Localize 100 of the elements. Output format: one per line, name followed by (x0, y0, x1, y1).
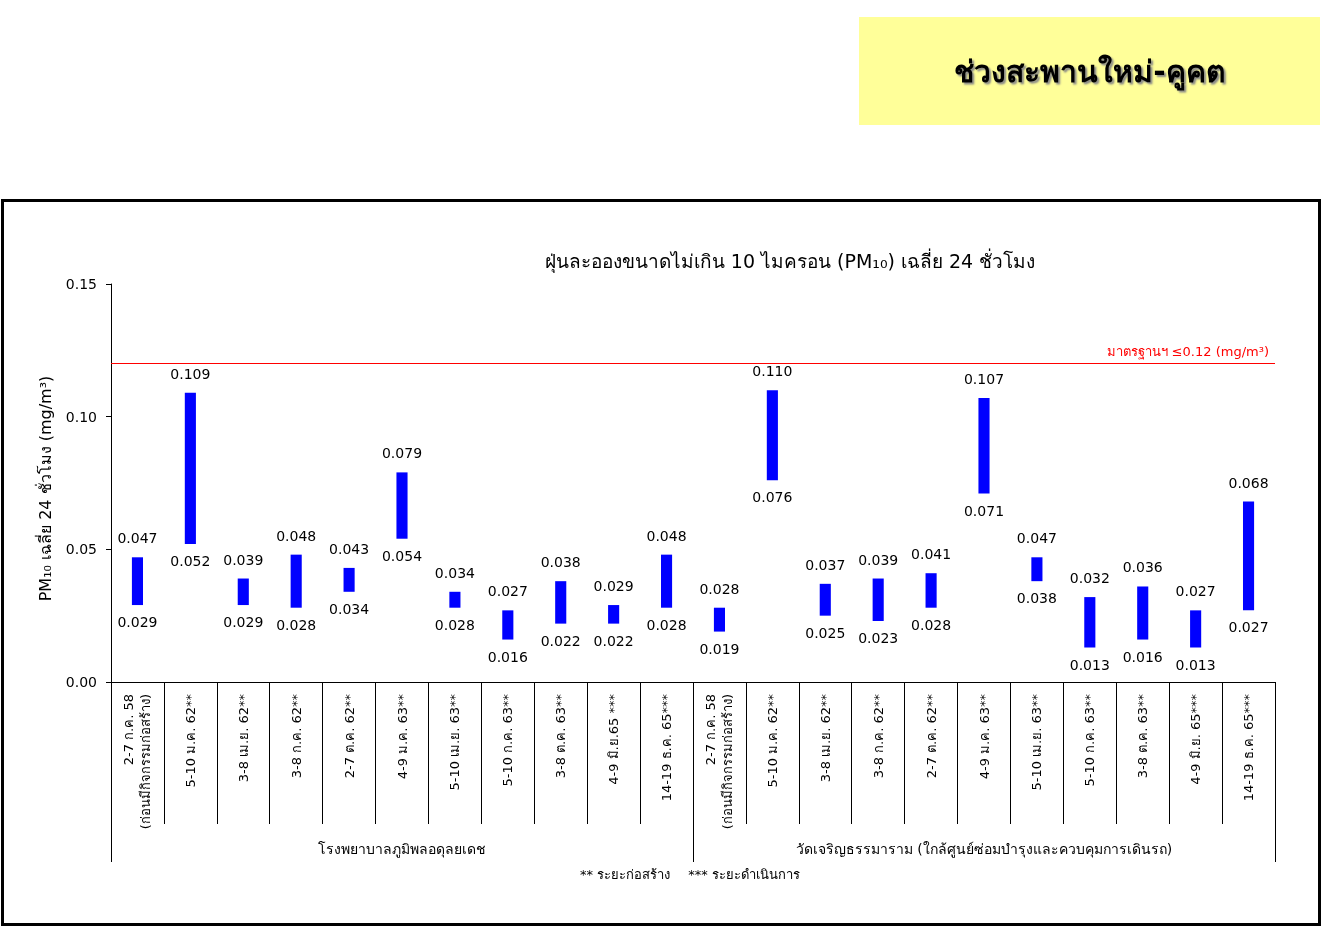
x-tick-label: 14-19 ธ.ค. 65*** (1241, 693, 1257, 802)
annotation: 0.028 (276, 616, 317, 633)
annotation: 0.016 (487, 648, 528, 665)
annotation: 0.013 (1175, 656, 1216, 673)
bar (502, 610, 514, 640)
text: วัดเจริญธรรมาราม (ใกล้ศูนย์ซ่อมบำรุงและควบคุมการเดินรถ) (795, 841, 1173, 858)
annotation: 0.038 (1016, 590, 1057, 607)
bar (660, 554, 673, 608)
data-label: 0.034 (434, 564, 476, 581)
annotation: 0.022 (540, 632, 581, 649)
annotation: 0.034 (329, 600, 370, 617)
data-label: 0.109 (170, 365, 211, 382)
x-tick-label: 5-10 เม.ย. 63** (1029, 693, 1045, 791)
data-label: 0.068 (1228, 474, 1269, 491)
x-tick-label: 5-10 ม.ค. 62** (182, 693, 198, 788)
annotation: 0.025 (805, 624, 846, 641)
bar (1084, 597, 1096, 648)
bar (713, 607, 726, 632)
data-label: 0.039 (223, 551, 264, 568)
ref-line-label: มาตรฐานฯ ≤0.12 (mg/m³) (1106, 343, 1269, 360)
x-tick-label: 3-8 ก.ค. 62** (870, 693, 886, 779)
bar (555, 581, 567, 624)
x-tick-label: 3-8 เม.ย. 62** (235, 693, 251, 783)
data-label: 0.032 (1069, 570, 1110, 587)
bar (1031, 557, 1043, 582)
annotation: 0.027 (1228, 619, 1269, 636)
x-tick-label: 3-8 ก.ค. 62** (288, 693, 304, 779)
annotation: 0.022 (593, 632, 634, 649)
text: โรงพยาบาลภูมิพลอดุลยเดช (318, 841, 486, 858)
annotation: 0.028 (434, 616, 475, 633)
annotation: 0.029 (117, 614, 158, 631)
x-tick-label: 2-7 ต.ค. 62** (341, 693, 357, 779)
data-label: 0.110 (752, 363, 793, 380)
x-tick-label: 5-10 เม.ย. 63** (447, 693, 463, 791)
data-label: 0.047 (117, 530, 158, 547)
chart-subtitle: ฝุ่นละอองขนาดไม่เกิน 10 ไมครอน (PM₁₀) เฉลี่ย 24 ชั่วโมง (544, 247, 1036, 275)
data-label: 0.037 (805, 556, 846, 573)
data-label: 0.048 (646, 527, 687, 544)
y-tick-label: 0.05 (65, 541, 97, 558)
x-tick-label: 14-19 ธ.ค. 65*** (659, 693, 675, 802)
annotation: 0.071 (963, 502, 1005, 519)
data-label: 0.043 (329, 540, 370, 557)
bar (237, 578, 249, 606)
x-tick-label: 4-9 มิ.ย.65 *** (606, 693, 622, 785)
data-label: 0.029 (593, 578, 634, 595)
bar (978, 398, 990, 494)
bar (184, 392, 196, 545)
annotation: 0.029 (223, 614, 264, 631)
bar (1137, 586, 1149, 640)
annotation: 0.023 (858, 629, 899, 646)
data-label: 0.036 (1122, 559, 1163, 576)
data-label: 0.027 (487, 583, 528, 600)
data-label: 0.027 (1175, 583, 1216, 600)
text: *** ระยะดำเนินการ (688, 866, 800, 884)
x-tick-label: 5-10 ม.ค. 62** (764, 693, 780, 788)
x-tick-label: 3-8 เม.ย. 62** (817, 693, 833, 783)
annotation: 0.028 (646, 616, 687, 633)
bar (449, 591, 461, 608)
data-label: 0.039 (858, 551, 899, 568)
bar (608, 605, 620, 624)
text: ** ระยะก่อสร้าง (580, 866, 671, 884)
data-label: 0.107 (963, 371, 1005, 388)
annotation: 0.052 (170, 553, 211, 570)
annotation: 0.019 (699, 640, 740, 657)
bar (872, 578, 884, 621)
annotation: 0.016 (1122, 648, 1163, 665)
bar (819, 583, 831, 616)
data-label: 0.079 (381, 445, 423, 462)
bar (766, 390, 778, 481)
x-tick-label: 3-8 ต.ค. 63** (1135, 693, 1151, 779)
y-tick-label: 0.15 (65, 276, 97, 292)
x-tick-label: 2-7 ก.ค. 58 (ก่อนมีกิจกรรมก่อสร้าง) (121, 694, 154, 830)
x-tick-label: 4-9 ม.ค. 63** (976, 693, 992, 780)
x-tick-label: 4-9 มิ.ย. 65*** (1188, 693, 1204, 785)
bar (290, 554, 302, 608)
bar (131, 557, 144, 606)
data-label: 0.047 (1016, 530, 1057, 547)
annotation: 0.028 (911, 616, 952, 633)
bar (1242, 501, 1255, 611)
y-tick-label: 0.00 (65, 674, 97, 690)
annotation: 0.054 (381, 547, 423, 564)
data-label: 0.048 (276, 527, 317, 544)
x-tick-label: 4-9 ม.ค. 63** (394, 693, 410, 780)
x-tick-label: 2-7 ต.ค. 62** (923, 693, 939, 779)
bar (1190, 610, 1202, 648)
chart-title: ช่วงสะพานใหม่-คูคต (954, 52, 1225, 93)
y-axis-title: PM₁₀ เฉลี่ย 24 ชั่วโมง (mg/m³) (34, 375, 56, 602)
bar (925, 573, 937, 608)
data-label: 0.028 (699, 580, 740, 597)
bar (343, 567, 355, 592)
bar (396, 472, 408, 539)
y-tick-label: 0.10 (65, 408, 97, 425)
x-tick-label: 5-10 ก.ค. 63** (1082, 693, 1098, 787)
annotation: 0.076 (752, 489, 793, 506)
data-label: 0.038 (540, 554, 581, 571)
x-tick-label: 2-7 ก.ค. 58 (ก่อนมีกิจกรรมก่อสร้าง) (703, 694, 736, 830)
x-tick-label: 3-8 ต.ค. 63** (553, 693, 569, 779)
annotation: 0.013 (1069, 656, 1110, 673)
x-tick-label: 5-10 ก.ค. 63** (500, 693, 516, 787)
data-label: 0.041 (911, 546, 952, 563)
